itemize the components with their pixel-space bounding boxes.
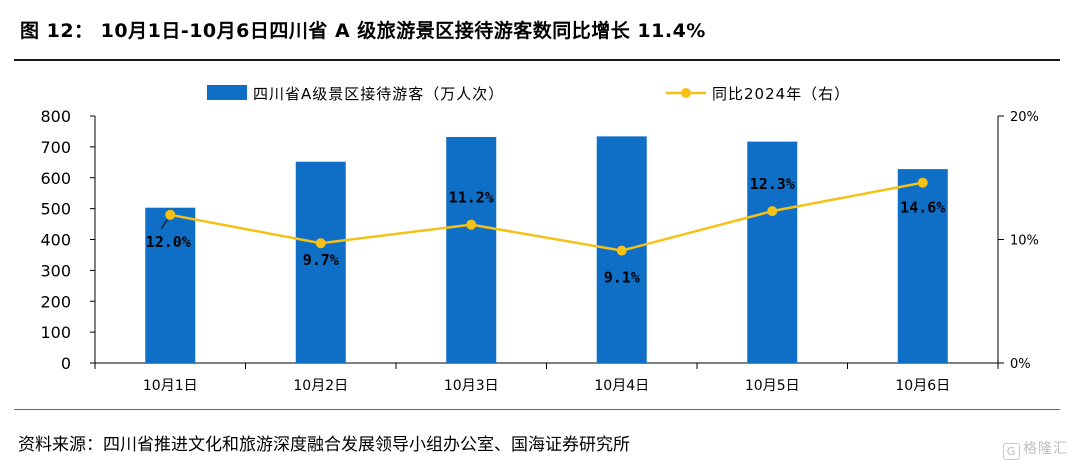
line-point bbox=[767, 206, 778, 217]
x-tick-label: 10月6日 bbox=[895, 378, 950, 394]
x-tick-label: 10月4日 bbox=[594, 378, 649, 394]
data-label: 9.1% bbox=[604, 269, 640, 287]
x-tick-label: 10月1日 bbox=[143, 378, 198, 394]
right-tick-label: 10% bbox=[1010, 234, 1039, 249]
line-series bbox=[170, 181, 923, 252]
right-tick-label: 0% bbox=[1010, 357, 1031, 372]
legend-bar-swatch bbox=[207, 85, 247, 100]
line-point bbox=[315, 238, 326, 249]
left-tick-label: 700 bbox=[40, 138, 71, 157]
left-tick-label: 500 bbox=[40, 200, 71, 219]
legend-line-marker bbox=[681, 88, 691, 98]
line-point bbox=[466, 219, 477, 230]
left-tick-label: 600 bbox=[40, 169, 71, 188]
line-point bbox=[165, 209, 176, 220]
left-tick-label: 800 bbox=[40, 107, 71, 126]
source-divider bbox=[14, 409, 1060, 410]
data-label: 9.7% bbox=[303, 251, 339, 269]
data-label: 11.2% bbox=[449, 189, 494, 207]
watermark-logo-icon: G bbox=[1003, 443, 1020, 460]
bar bbox=[747, 141, 798, 363]
figure-title: 图 12： 10月1日-10月6日四川省 A 级旅游景区接待游客数同比增长 11… bbox=[20, 20, 706, 42]
x-tick-label: 10月2日 bbox=[293, 378, 348, 394]
x-tick-label: 10月5日 bbox=[745, 378, 800, 394]
left-tick-label: 300 bbox=[40, 261, 71, 280]
x-tick-label: 10月3日 bbox=[444, 378, 499, 394]
bar bbox=[446, 136, 497, 363]
source-note: 资料来源：四川省推进文化和旅游深度融合发展领导小组办公室、国海证券研究所 bbox=[18, 435, 630, 455]
right-tick-label: 20% bbox=[1010, 110, 1039, 125]
left-tick-label: 400 bbox=[40, 231, 71, 250]
left-tick-label: 100 bbox=[40, 323, 71, 342]
legend-label-line: 同比2024年（右） bbox=[712, 85, 850, 103]
watermark: G 格隆汇 bbox=[1003, 438, 1068, 460]
bar bbox=[897, 169, 948, 363]
watermark-text: 格隆汇 bbox=[1023, 441, 1068, 457]
legend-label-bars: 四川省A级景区接待游客（万人次） bbox=[253, 85, 504, 103]
left-tick-label: 200 bbox=[40, 292, 71, 311]
bar bbox=[145, 207, 196, 363]
left-tick-label: 0 bbox=[61, 354, 71, 373]
data-label: 12.0% bbox=[146, 233, 191, 251]
line-point bbox=[917, 177, 928, 188]
line-point bbox=[616, 245, 627, 256]
data-label: 12.3% bbox=[750, 175, 795, 193]
title-divider bbox=[14, 59, 1060, 61]
label-leader-line bbox=[160, 219, 168, 230]
data-label: 14.6% bbox=[900, 199, 945, 217]
bar bbox=[295, 161, 346, 363]
